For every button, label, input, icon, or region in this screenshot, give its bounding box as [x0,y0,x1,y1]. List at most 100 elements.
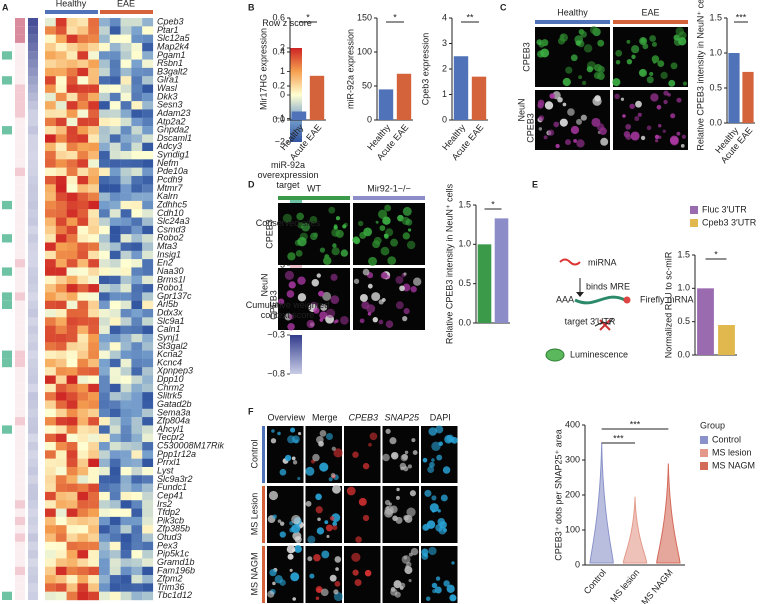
heatmap-cell [66,59,78,69]
gene-label: Wasl [157,83,178,93]
heatmap-cell [88,583,100,592]
heatmap-cell [77,500,89,509]
heatmap-cell [55,242,67,251]
heatmap-cell [55,367,67,376]
context-cell [28,317,38,326]
cell-blob [646,76,654,84]
legend-label: MS lesion [712,447,752,457]
heatmap-cell [77,142,89,152]
cell-blob [434,586,442,594]
heatmap-cell [55,591,67,601]
sites-cell [15,34,25,43]
heatmap-cell [99,450,110,459]
heatmap-cell [109,425,121,434]
context-cell [28,350,38,359]
heatmap-cell [88,34,100,44]
heatmap-cell [88,59,100,69]
channel-label: NeuN [516,98,526,121]
heatmap-cell [55,392,67,401]
heatmap-cell [66,142,78,152]
cross [599,319,611,331]
row-bar [262,486,265,543]
heatmap-cell [45,309,56,318]
heatmap-cell [77,18,89,27]
heatmap-cell [99,109,110,118]
context-cell [28,225,38,235]
heatmap-cell [66,275,78,285]
heatmap-cell [142,192,154,202]
heatmap-cell [66,575,78,584]
sites-cell [15,309,25,318]
heatmap-cell [131,275,143,285]
heatmap-cell [109,392,121,401]
cell-blob [615,59,621,65]
heatmap-cell [55,167,67,177]
cell-blob [444,435,453,444]
heatmap-cell [109,575,121,584]
sites-cell [15,109,25,118]
heatmap-cell [55,209,67,218]
heatmap-cell [109,275,121,285]
context-cell [28,491,38,501]
sites-cell [15,151,25,160]
heatmap-cell [109,491,121,501]
sites-cell [15,400,25,409]
cell-blob [673,34,680,41]
heatmap-cell [142,342,154,351]
cell-blob [410,286,417,293]
heatmap-cell [66,167,78,177]
heatmap-cell [55,516,67,526]
cell-blob [615,49,623,57]
sites-cell [15,92,25,102]
heatmap-cell [55,117,67,127]
heatmap-cell [131,92,143,102]
legend-swatch [700,462,708,470]
heatmap-cell [142,583,154,592]
cell-blob [669,135,679,145]
y-tick-label: 3 [442,38,447,48]
heatmap-cell [66,325,78,335]
heatmap-cell [88,234,100,243]
cell-blob [403,308,410,315]
sites-cell [15,225,25,235]
cell-blob [378,299,384,305]
heatmap-cell [45,42,56,52]
heatmap-cell [66,117,78,127]
cell-blob [367,312,372,316]
heatmap-cell [109,34,121,44]
heatmap-cell [88,101,100,110]
heatmap-cell [131,558,143,567]
heatmap-cell [120,525,132,534]
heatmap-cell [120,392,132,401]
heatmap-cell [99,583,110,592]
heatmap-cell [120,42,132,52]
heatmap-cell [142,126,154,135]
cell-blob [315,596,320,601]
heatmap-cell [99,433,110,443]
column-label: DAPI [430,412,451,422]
heatmap-cell [109,76,121,85]
cell-blob [334,581,341,587]
heatmap-cell [131,84,143,94]
heatmap-cell [66,109,78,118]
heatmap-cell [66,101,78,110]
heatmap-cell [77,234,89,243]
y-tick-label: 0.5 [677,316,690,326]
context-cell [28,59,38,68]
heatmap-cell [99,26,110,35]
heatmap-cell [131,433,143,443]
heatmap-cell [55,126,67,135]
heatmap-cell [120,342,132,351]
group-bar [353,196,425,200]
heatmap-cell [120,458,132,468]
heatmap-cell [142,242,154,251]
heatmap-cell [45,500,56,509]
cell-blob [288,281,296,289]
heatmap-cell [77,350,89,360]
cell-blob [565,66,573,74]
heatmap-cell [45,284,56,293]
sites-cell [15,333,25,343]
heatmap-cell [99,309,110,318]
heatmap-cell [120,491,132,501]
heatmap-cell [131,225,143,235]
